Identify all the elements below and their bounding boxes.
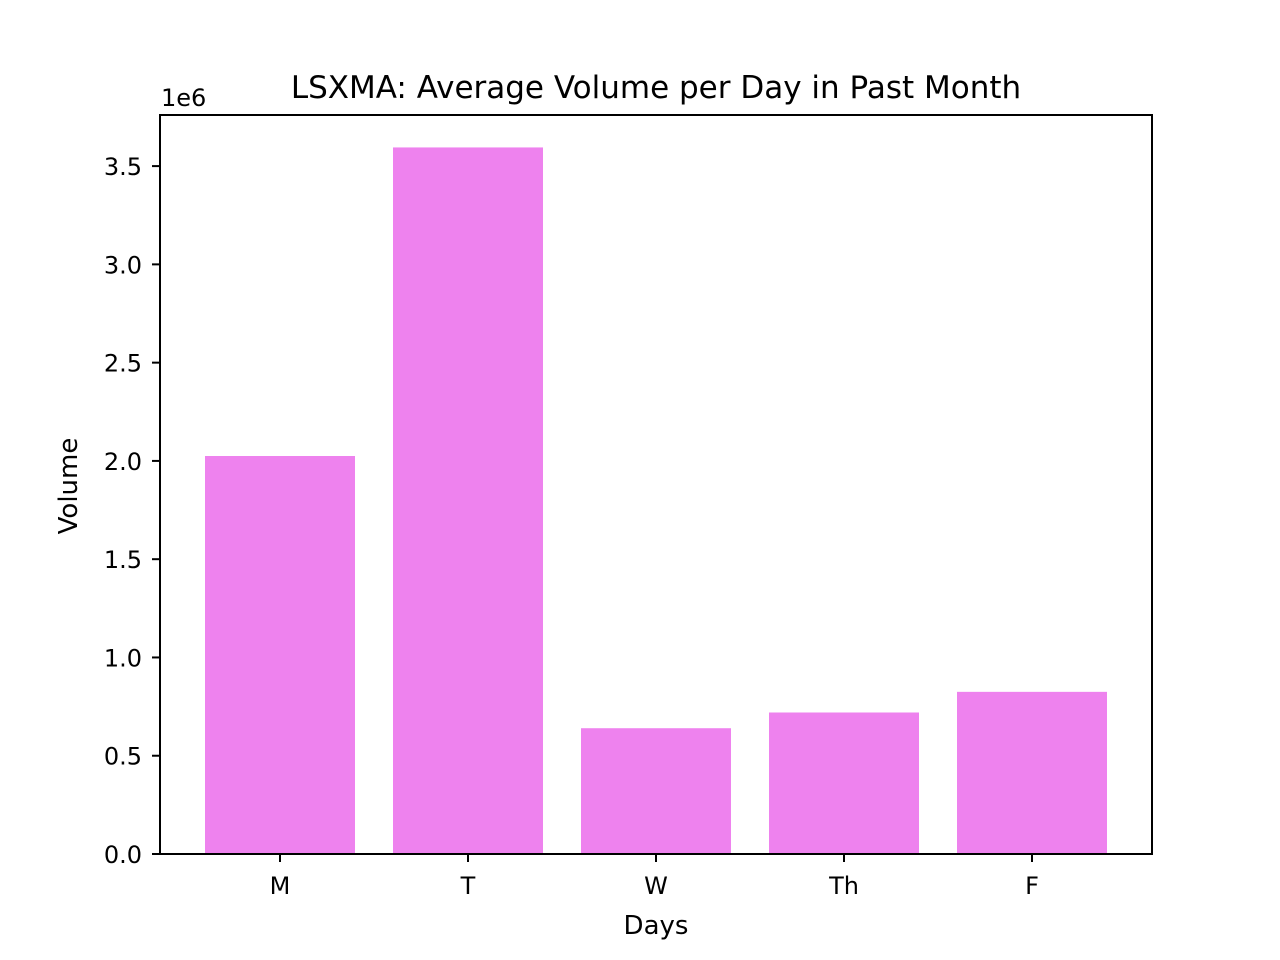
y-axis-label: Volume <box>54 438 84 535</box>
y-tick-label: 0.0 <box>104 841 142 869</box>
y-tick-label: 0.5 <box>104 743 142 771</box>
bar-w <box>581 728 731 854</box>
x-axis-ticks: M T W Th F <box>270 854 1039 900</box>
y-axis-ticks: 0.0 0.5 1.0 1.5 2.0 2.5 3.0 3.5 <box>104 153 160 869</box>
y-tick-label: 2.5 <box>104 350 142 378</box>
y-tick-label: 2.0 <box>104 448 142 476</box>
bar-t <box>393 147 543 855</box>
bar-th <box>769 712 919 854</box>
bar-m <box>205 456 355 854</box>
y-tick-label: 3.5 <box>104 153 142 181</box>
x-tick-label: M <box>270 872 291 900</box>
y-tick-label: 1.0 <box>104 644 142 672</box>
x-tick-label: Th <box>828 872 859 900</box>
y-axis-offset-label: 1e6 <box>161 84 206 112</box>
bar-f <box>957 691 1107 854</box>
x-tick-label: F <box>1025 872 1039 900</box>
x-axis-label: Days <box>624 911 689 941</box>
y-tick-label: 1.5 <box>104 546 142 574</box>
x-tick-label: W <box>644 872 668 900</box>
y-tick-label: 3.0 <box>104 251 142 279</box>
chart-title: LSXMA: Average Volume per Day in Past Mo… <box>291 70 1021 106</box>
bars-group <box>205 147 1107 855</box>
x-tick-label: T <box>460 872 476 900</box>
plot-frame <box>159 114 1153 855</box>
